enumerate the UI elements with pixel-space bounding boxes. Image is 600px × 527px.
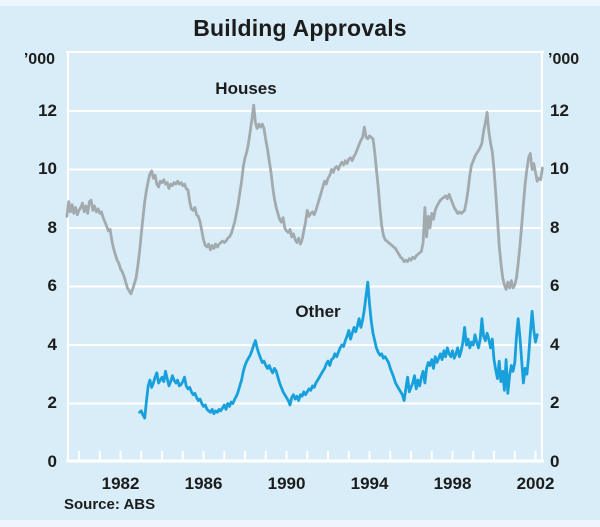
y-axis-label-right: 10 <box>550 159 569 179</box>
y-axis-unit-right: ’000 <box>548 51 580 68</box>
y-axis-label-left: 10 <box>38 159 57 179</box>
top-edge-strip <box>0 0 600 6</box>
series-label-other: Other <box>295 302 341 321</box>
x-axis-label: 2002 <box>516 474 555 493</box>
y-axis-label-right: 6 <box>550 276 560 296</box>
y-axis-label-left: 8 <box>47 217 57 237</box>
y-axis-label-right: 2 <box>550 393 560 413</box>
x-axis-label: 1986 <box>184 474 223 493</box>
y-axis-unit-left: ’000 <box>23 51 55 68</box>
source-note: Source: ABS <box>64 496 156 513</box>
y-axis-label-left: 6 <box>47 276 57 296</box>
x-axis-label: 1998 <box>433 474 472 493</box>
series-line-houses <box>65 103 544 296</box>
series-label-houses: Houses <box>215 79 277 98</box>
x-axis-label: 1994 <box>350 474 389 493</box>
y-axis-label-left: 12 <box>38 100 57 120</box>
bottom-edge-strip <box>0 520 600 527</box>
y-axis-label-right: 0 <box>550 452 560 471</box>
series-line-other <box>138 280 539 420</box>
x-axis-label: 1990 <box>267 474 306 493</box>
y-axis-label-right: 8 <box>550 217 560 237</box>
y-axis-label-right: 12 <box>550 100 569 120</box>
y-axis-label-left: 4 <box>47 334 57 354</box>
chart-title: Building Approvals <box>193 15 407 41</box>
y-axis-label-left: 0 <box>47 452 57 471</box>
x-axis-label: 1982 <box>101 474 140 493</box>
y-axis-label-left: 2 <box>47 393 57 413</box>
y-axis-label-right: 4 <box>550 334 560 354</box>
